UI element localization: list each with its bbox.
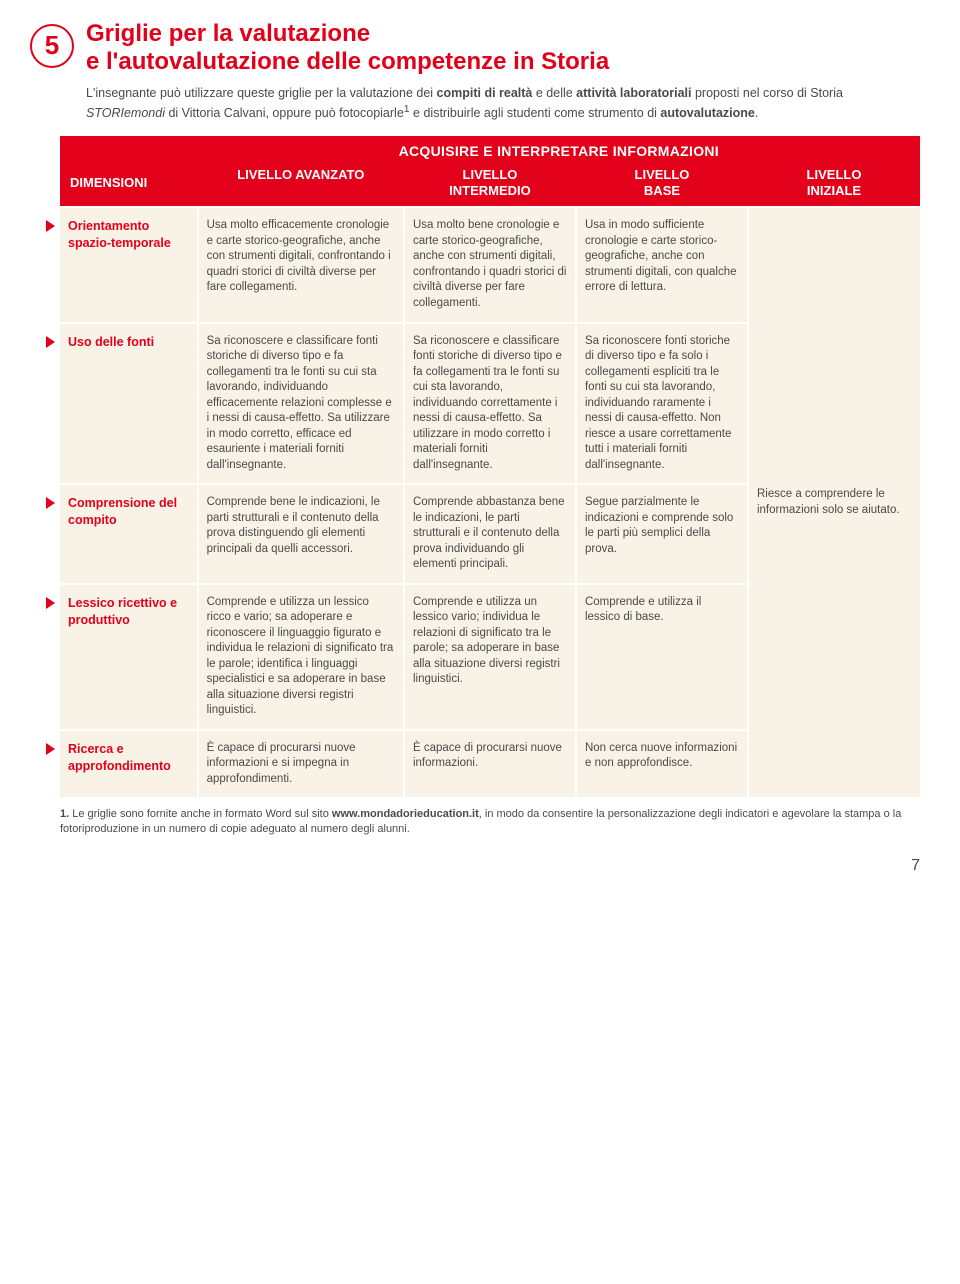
table-banner-row: ACQUISIRE E INTERPRETARE INFORMAZIONI [60, 136, 920, 163]
cell-base: Usa in modo sufficiente cronologie e car… [576, 207, 748, 322]
dimension-label: Uso delle fonti [60, 323, 198, 485]
header-base: LIVELLOBASE [576, 163, 748, 207]
cell-avanzato: Comprende e utilizza un lessico ricco e … [198, 584, 404, 730]
cell-avanzato: Sa riconoscere e classificare fonti stor… [198, 323, 404, 485]
banner-spacer [60, 136, 198, 163]
header-avanzato: LIVELLO AVANZATO [198, 163, 404, 207]
banner-title: ACQUISIRE E INTERPRETARE INFORMAZIONI [198, 136, 920, 163]
footnote: 1. Le griglie sono fornite anche in form… [60, 807, 920, 837]
header-intermedio: LIVELLOINTERMEDIO [404, 163, 576, 207]
cell-avanzato: È capace di procurarsi nuove informazion… [198, 730, 404, 798]
triangle-icon [46, 597, 55, 609]
cell-intermedio: Comprende e utilizza un lessico vario; i… [404, 584, 576, 730]
cell-avanzato: Usa molto efficacemente cronologie e car… [198, 207, 404, 322]
cell-intermedio: Comprende abbastanza bene le indicazioni… [404, 484, 576, 584]
cell-iniziale-merged: Riesce a comprendere le informazioni sol… [748, 207, 920, 797]
table-row: Orientamento spazio-temporale Usa molto … [60, 207, 920, 322]
page-number: 7 [60, 855, 920, 877]
triangle-icon [46, 743, 55, 755]
cell-base: Non cerca nuove informazioni e non appro… [576, 730, 748, 798]
dimension-label: Lessico ricettivo e produttivo [60, 584, 198, 730]
cell-intermedio: Sa riconoscere e classificare fonti stor… [404, 323, 576, 485]
rubric-table: ACQUISIRE E INTERPRETARE INFORMAZIONI DI… [60, 136, 920, 797]
header-block: 5 Griglie per la valutazione e l'autoval… [60, 20, 920, 122]
triangle-icon [46, 336, 55, 348]
cell-intermedio: È capace di procurarsi nuove informazion… [404, 730, 576, 798]
dimension-label: Ricerca e approfondimento [60, 730, 198, 798]
header-dimensioni: DIMENSIONI [60, 163, 198, 207]
cell-base: Sa riconoscere fonti storiche di diverso… [576, 323, 748, 485]
cell-base: Comprende e utilizza il lessico di base. [576, 584, 748, 730]
intro-paragraph: L'insegnante può utilizzare queste grigl… [86, 85, 920, 122]
dimension-label: Orientamento spazio-temporale [60, 207, 198, 322]
page-title: Griglie per la valutazione e l'autovalut… [86, 20, 920, 75]
header-iniziale: LIVELLOINIZIALE [748, 163, 920, 207]
table-header-row: DIMENSIONI LIVELLO AVANZATO LIVELLOINTER… [60, 163, 920, 207]
title-line-1: Griglie per la valutazione [86, 20, 370, 47]
cell-base: Segue parzialmente le indicazioni e comp… [576, 484, 748, 584]
cell-intermedio: Usa molto bene cronologie e carte storic… [404, 207, 576, 322]
section-number-badge: 5 [30, 24, 74, 68]
triangle-icon [46, 497, 55, 509]
dimension-label: Comprensione del compito [60, 484, 198, 584]
cell-avanzato: Comprende bene le indicazioni, le parti … [198, 484, 404, 584]
title-line-2: e l'autovalutazione delle competenze in … [86, 48, 609, 75]
triangle-icon [46, 220, 55, 232]
